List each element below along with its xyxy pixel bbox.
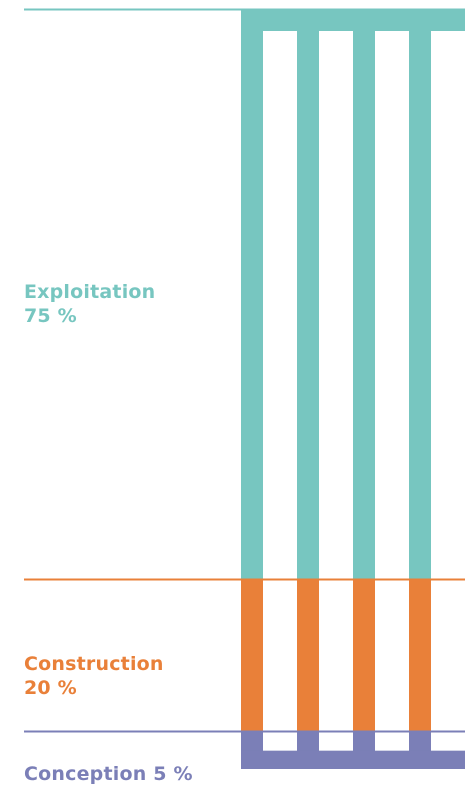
label-exploitation-name: Exploitation — [24, 281, 156, 303]
label-conception: Conception 5 % — [24, 762, 193, 786]
label-conception-name: Conception — [24, 763, 147, 785]
label-construction: Construction 20 % — [24, 652, 164, 700]
bar-exploitation-col-3 — [353, 10, 375, 579]
label-construction-value: 20 % — [24, 677, 77, 699]
bar-construction-col-2 — [297, 580, 319, 731]
bar-conception-band — [241, 750, 465, 769]
bar-construction-col-4 — [409, 580, 431, 731]
label-exploitation-value: 75 % — [24, 305, 77, 327]
label-exploitation: Exploitation 75 % — [24, 280, 155, 328]
label-construction-name: Construction — [24, 653, 164, 675]
bar-exploitation-col-4 — [409, 10, 431, 579]
bar-exploitation-band — [241, 9, 465, 31]
bar-construction-col-1 — [241, 580, 263, 731]
bar-exploitation-col-1 — [241, 10, 263, 579]
bar-exploitation-col-2 — [297, 10, 319, 579]
label-conception-value: 5 % — [153, 763, 193, 785]
bar-construction-col-3 — [353, 580, 375, 731]
